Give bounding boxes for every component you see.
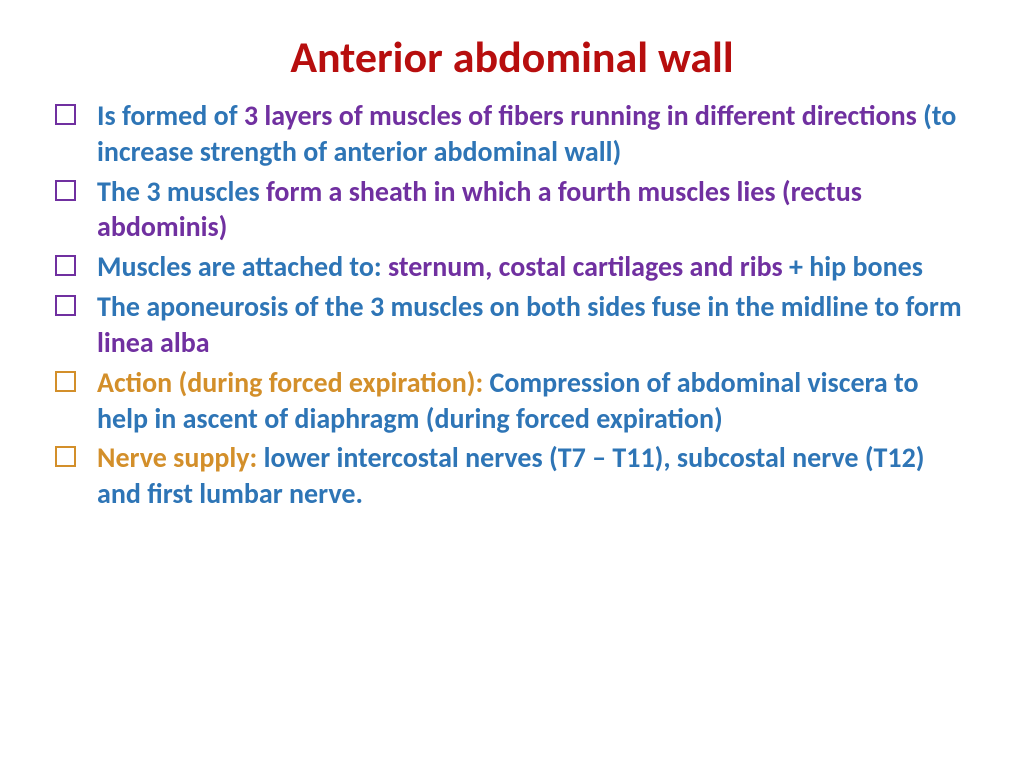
text-segment: Muscles are attached to: bbox=[97, 249, 388, 284]
bullet-item: The 3 muscles form a sheath in which a f… bbox=[55, 174, 969, 246]
text-segment: + hip bones bbox=[783, 249, 923, 284]
bullet-box-icon bbox=[55, 446, 76, 467]
text-segment: Action (during forced expiration): bbox=[97, 365, 490, 400]
bullet-item: Is formed of 3 layers of muscles of fibe… bbox=[55, 98, 969, 170]
bullet-item: Nerve supply: lower intercostal nerves (… bbox=[55, 440, 969, 512]
bullet-item: The aponeurosis of the 3 muscles on both… bbox=[55, 289, 969, 361]
text-segment: 3 layers of muscles of fibers running in… bbox=[244, 98, 923, 133]
text-segment: The aponeurosis of the 3 muscles on both… bbox=[97, 289, 962, 324]
bullet-box-icon bbox=[55, 180, 76, 201]
bullet-item: Action (during forced expiration): Compr… bbox=[55, 365, 969, 437]
bullet-box-icon bbox=[55, 104, 76, 125]
text-segment: linea alba bbox=[97, 325, 210, 360]
slide-title: Anterior abdominal wall bbox=[55, 30, 969, 84]
bullet-box-icon bbox=[55, 255, 76, 276]
bullet-list: Is formed of 3 layers of muscles of fibe… bbox=[55, 98, 969, 512]
bullet-item: Muscles are attached to: sternum, costal… bbox=[55, 249, 969, 285]
slide: Anterior abdominal wall Is formed of 3 l… bbox=[0, 0, 1024, 768]
bullet-box-icon bbox=[55, 371, 76, 392]
bullet-box-icon bbox=[55, 295, 76, 316]
text-segment: sternum, costal cartilages and ribs bbox=[388, 249, 783, 284]
text-segment: Is formed of bbox=[97, 98, 244, 133]
text-segment: Nerve supply: bbox=[97, 440, 264, 475]
text-segment: The 3 muscles bbox=[97, 174, 266, 209]
